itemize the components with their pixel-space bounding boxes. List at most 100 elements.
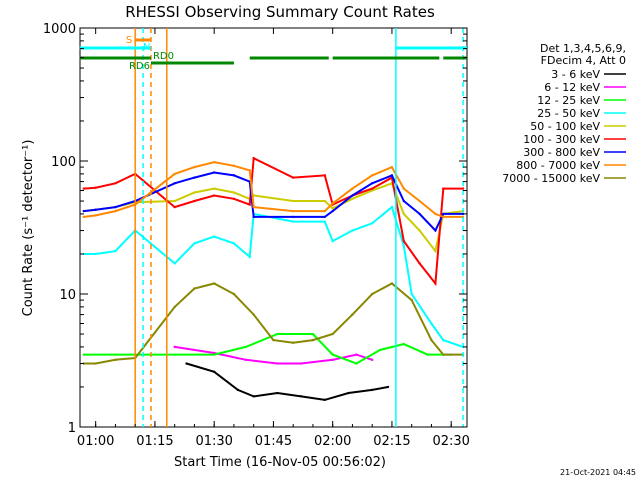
data-point (173, 205, 176, 209)
data-point (378, 348, 382, 352)
data-point (114, 209, 117, 213)
data-point (351, 229, 354, 232)
data-point (173, 305, 176, 309)
data-point (402, 244, 405, 248)
data-point (402, 342, 405, 346)
data-point (430, 338, 433, 342)
data-point (291, 176, 295, 179)
legend-entry: 800 - 7000 keV (516, 159, 600, 172)
series-line (83, 282, 463, 365)
data-point (94, 214, 97, 217)
data-point (193, 242, 196, 245)
data-point (331, 239, 334, 243)
data-point (347, 391, 350, 395)
data-point (355, 362, 358, 365)
series-7 (82, 160, 465, 219)
data-point (370, 358, 374, 362)
data-point (426, 353, 429, 356)
y-axis-label: Count Rate (s⁻¹ detector⁻¹) (21, 140, 36, 317)
data-point (244, 358, 247, 362)
series-line (186, 362, 389, 401)
x-tick-label: 01:00 (77, 434, 114, 449)
data-point (94, 252, 97, 256)
data-point (276, 362, 279, 365)
y-tick-label: 10 (59, 288, 76, 303)
data-point (461, 187, 465, 190)
data-point (434, 229, 437, 232)
data-point (299, 362, 303, 365)
data-point (351, 197, 354, 200)
data-point (82, 187, 86, 190)
data-point (390, 165, 394, 169)
x-tick-label: 02:15 (373, 434, 410, 449)
data-point (291, 341, 295, 344)
data-point (248, 203, 251, 206)
data-point (323, 209, 326, 213)
data-point (193, 287, 196, 290)
data-point (232, 164, 236, 168)
data-point (212, 370, 216, 374)
legend-entry: 7000 - 15000 keV (502, 172, 600, 185)
data-point (291, 209, 295, 213)
data-point (331, 358, 334, 362)
series-3 (82, 205, 465, 349)
plot-frame (79, 27, 468, 428)
chart-title: RHESSI Observing Summary Count Rates (125, 3, 435, 21)
legend-entry: 6 - 12 keV (544, 81, 600, 94)
data-point (248, 169, 251, 172)
data-point (212, 235, 216, 238)
data-point (299, 395, 303, 398)
plot-area (79, 27, 468, 428)
data-point (331, 332, 334, 336)
data-point (370, 222, 374, 225)
data-point (370, 174, 374, 177)
data-point (370, 187, 374, 190)
data-point (232, 292, 236, 296)
data-point (291, 220, 295, 223)
data-point (173, 353, 176, 356)
x-tick-label: 02:00 (314, 434, 351, 449)
data-point (331, 207, 334, 210)
data-point (272, 338, 275, 342)
data-point (232, 242, 236, 245)
data-point (323, 199, 326, 203)
data-point (94, 362, 97, 365)
data-point (311, 338, 315, 342)
data-point (311, 332, 315, 336)
data-point (370, 182, 374, 185)
data-point (114, 249, 117, 253)
legend-entry: 100 - 300 keV (523, 133, 600, 146)
data-point (370, 189, 374, 192)
data-point (370, 388, 374, 392)
data-point (212, 160, 216, 164)
data-point (390, 205, 394, 209)
data-point (402, 187, 405, 190)
footer-timestamp: 21-Oct-2021 04:45 (560, 468, 636, 477)
data-point (232, 191, 236, 194)
data-point (193, 199, 196, 203)
data-point (252, 313, 255, 316)
series-line (83, 161, 463, 218)
data-point (442, 338, 445, 342)
flag-label: N (143, 42, 150, 53)
data-point (390, 282, 394, 285)
data-point (442, 212, 445, 216)
legend: Det 1,3,4,5,6,9,FDecim 4, Att 03 - 6 keV… (502, 42, 626, 185)
data-point (442, 215, 445, 219)
data-point (82, 209, 86, 213)
legend-entry: 25 - 50 keV (537, 107, 600, 120)
data-point (410, 292, 413, 296)
data-point (323, 215, 326, 219)
data-point (370, 292, 374, 296)
legend-entry: 3 - 6 keV (551, 68, 600, 81)
series-line (83, 205, 464, 348)
x-tick-label: 02:30 (432, 434, 469, 449)
data-point (193, 191, 196, 194)
data-point (252, 395, 255, 398)
legend-header: Det 1,3,4,5,6,9, (540, 42, 626, 55)
data-point (331, 353, 334, 356)
x-tick-label: 01:45 (255, 434, 292, 449)
x-tick-label: 01:30 (195, 434, 232, 449)
